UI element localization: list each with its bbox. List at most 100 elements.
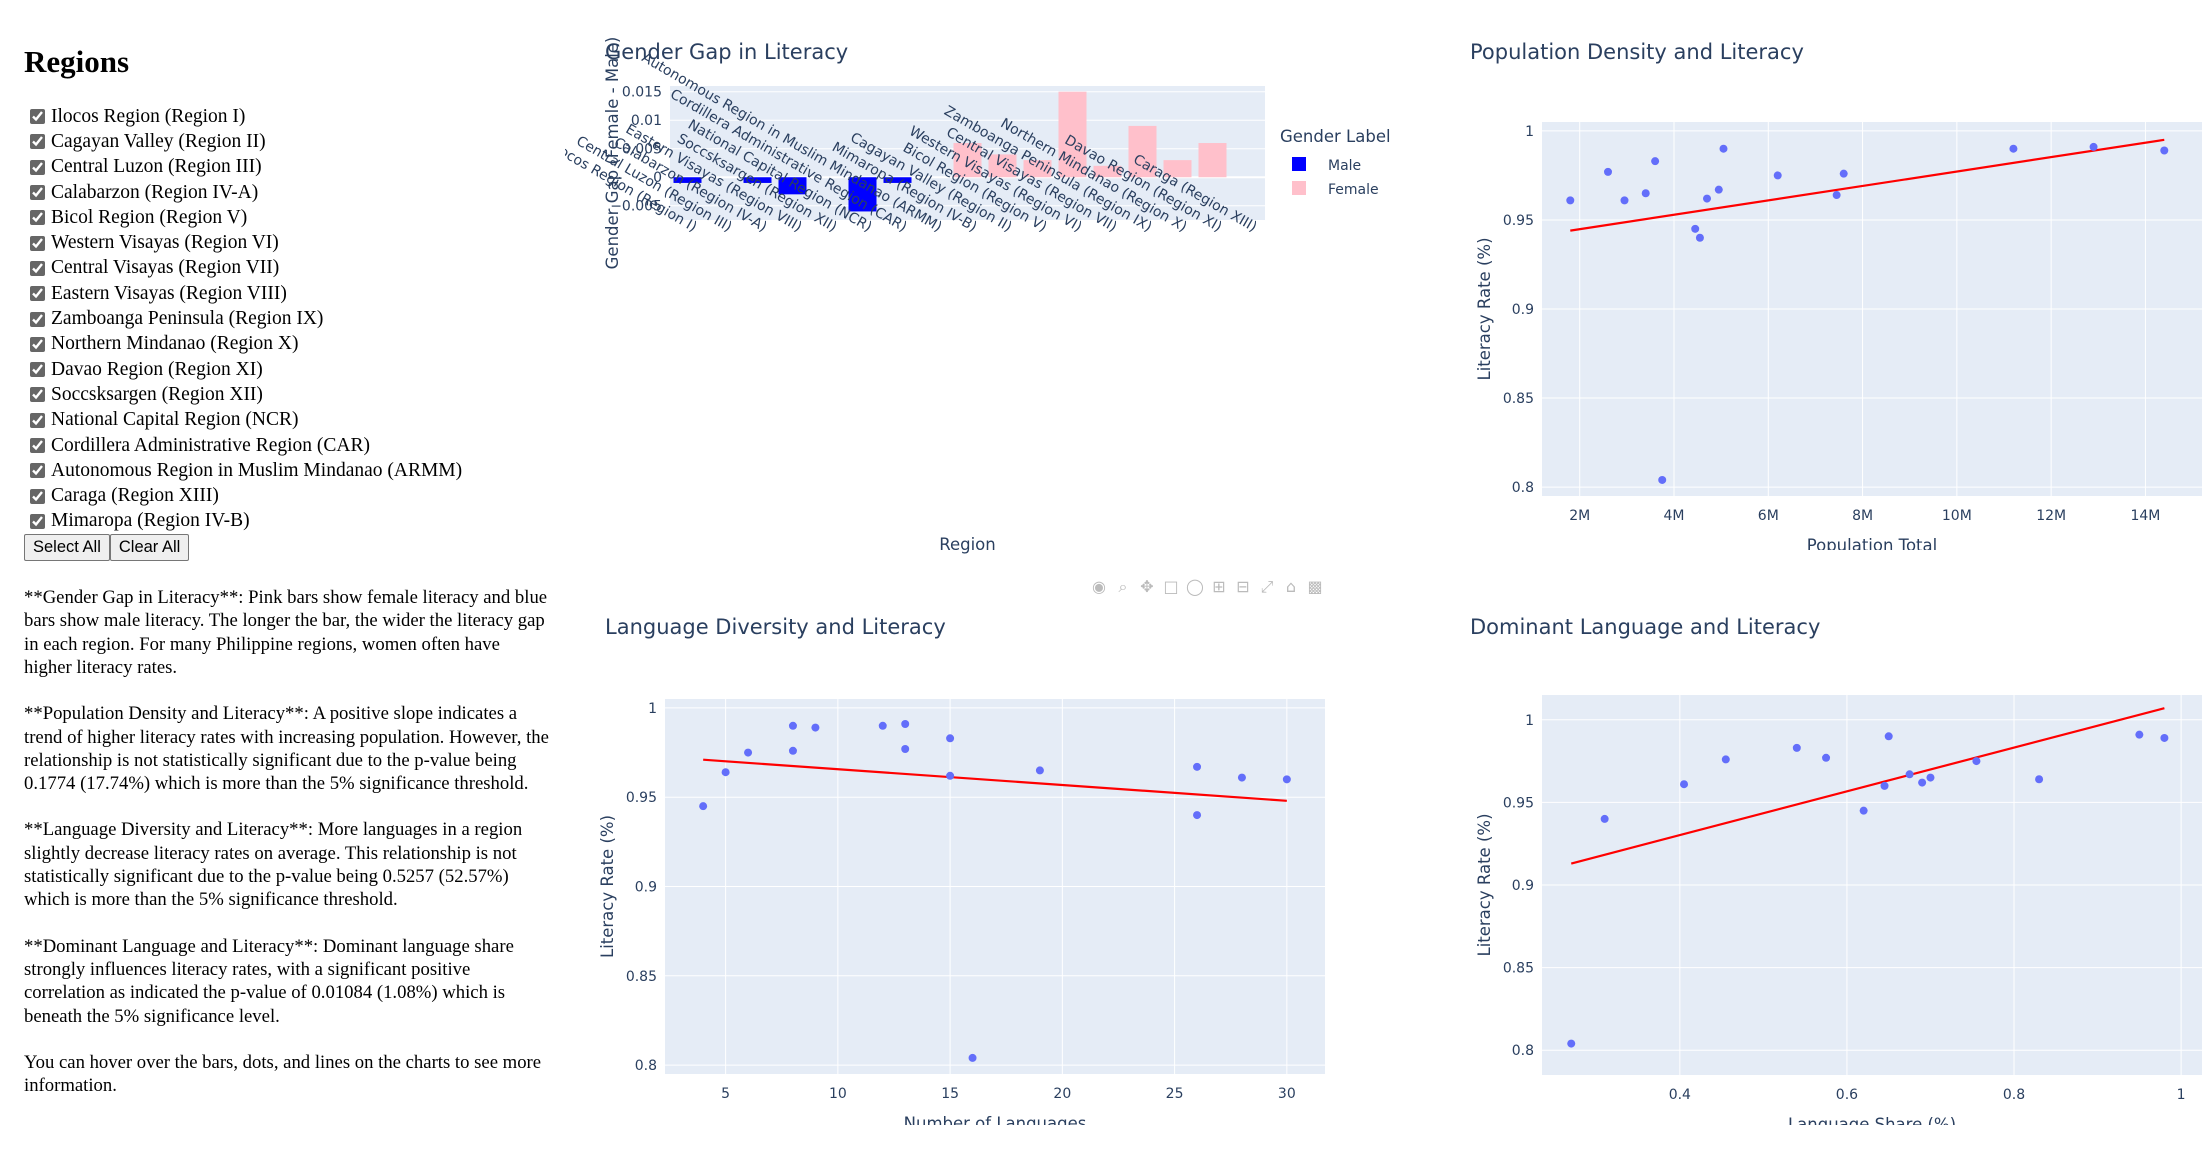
scatter-point	[1905, 770, 1914, 779]
dominant-language-description: **Dominant Language and Literacy**: Domi…	[24, 935, 514, 1027]
autoscale-icon[interactable]: ⤢	[1260, 577, 1274, 596]
zoom-icon[interactable]: ⌕	[1118, 577, 1128, 596]
scatter-point	[1773, 171, 1782, 180]
region-option[interactable]: Bicol Region (Region V)	[24, 205, 544, 230]
zoom-out-icon[interactable]: ⊟	[1236, 577, 1250, 596]
region-option[interactable]: National Capital Region (NCR)	[24, 408, 544, 433]
region-option[interactable]: Western Visayas (Region VI)	[24, 230, 544, 255]
region-checkbox[interactable]	[30, 210, 45, 226]
region-checkbox[interactable]	[30, 362, 45, 378]
region-checkbox[interactable]	[30, 311, 45, 327]
x-axis-label: Language Share (%)	[1788, 1115, 1956, 1125]
region-checkbox[interactable]	[30, 463, 45, 479]
gender-gap-bar	[1163, 160, 1192, 178]
lasso-icon[interactable]: ◯	[1186, 577, 1204, 596]
region-checkbox[interactable]	[30, 235, 45, 251]
legend-label-female: Female	[1328, 182, 1379, 198]
legend-swatch-male	[1292, 157, 1306, 171]
scatter-point	[946, 771, 955, 780]
region-option[interactable]: Central Visayas (Region VII)	[24, 256, 544, 281]
region-option[interactable]: Central Luzon (Region III)	[24, 155, 544, 180]
scatter-point	[1714, 185, 1723, 194]
box-select-icon[interactable]: □	[1163, 577, 1179, 596]
x-tick-label: 10M	[1942, 508, 1972, 524]
gender-gap-bar	[1093, 165, 1122, 178]
y-tick-label: 0.8	[1512, 1043, 1534, 1059]
region-checkbox[interactable]	[30, 109, 45, 125]
zoom-in-icon[interactable]: ⊞	[1212, 577, 1226, 596]
scatter-point	[788, 721, 797, 730]
region-checkbox[interactable]	[30, 260, 45, 276]
x-axis-label: Number of Languages	[904, 1114, 1087, 1125]
y-tick-label: 1	[1525, 713, 1534, 729]
y-tick-label: 1	[1525, 124, 1534, 140]
scatter-point	[1641, 189, 1650, 198]
x-tick-label: 5	[721, 1086, 730, 1102]
scatter-point	[1566, 196, 1575, 205]
region-option[interactable]: Cagayan Valley (Region II)	[24, 129, 544, 154]
hover-hint: You can hover over the bars, dots, and l…	[24, 1051, 542, 1097]
x-axis-label: Region	[939, 535, 996, 554]
region-option[interactable]: Cordillera Administrative Region (CAR)	[24, 433, 544, 458]
region-checkbox[interactable]	[30, 513, 45, 529]
y-tick-label: 0.95	[1503, 795, 1534, 811]
scatter-point	[1832, 191, 1841, 200]
gender-gap-bar	[1058, 91, 1087, 178]
region-label: Western Visayas (Region VI)	[51, 232, 279, 254]
home-icon[interactable]: ⌂	[1285, 577, 1297, 596]
plotly-logo-icon[interactable]: ▩	[1307, 577, 1323, 596]
region-checkbox[interactable]	[30, 336, 45, 352]
region-checkbox[interactable]	[30, 387, 45, 403]
region-option[interactable]: Northern Mindanao (Region X)	[24, 332, 544, 357]
region-option[interactable]: Davao Region (Region XI)	[24, 357, 544, 382]
x-tick-label: 10	[829, 1086, 847, 1102]
region-option[interactable]: Calabarzon (Region IV-A)	[24, 180, 544, 205]
x-tick-label: 0.4	[1669, 1087, 1691, 1103]
scatter-point	[788, 746, 797, 755]
scatter-point	[699, 802, 708, 811]
scatter-point	[946, 734, 955, 743]
population-description: **Population Density and Literacy**: A p…	[24, 703, 549, 795]
region-option[interactable]: Soccsksargen (Region XII)	[24, 382, 544, 407]
region-label: Eastern Visayas (Region VIII)	[51, 282, 287, 304]
scatter-point	[1719, 144, 1728, 153]
region-option[interactable]: Eastern Visayas (Region VIII)	[24, 281, 544, 306]
region-label: Mimaropa (Region IV-B)	[51, 510, 250, 532]
region-option[interactable]: Ilocos Region (Region I)	[24, 104, 544, 129]
y-tick-label: 0.85	[1503, 391, 1534, 407]
scatter-point	[1918, 778, 1927, 787]
y-tick-label: 0.01	[631, 113, 662, 129]
region-checkbox[interactable]	[30, 286, 45, 302]
region-option[interactable]: Zamboanga Peninsula (Region IX)	[24, 306, 544, 331]
region-checkbox[interactable]	[30, 438, 45, 453]
x-tick-label: 4M	[1664, 508, 1685, 524]
scatter-point	[1839, 169, 1848, 178]
regions-sidebar: Regions Ilocos Region (Region I) Cagayan …	[24, 44, 549, 1120]
legend-title: Gender Label	[1280, 127, 1391, 146]
regions-heading: Regions	[24, 44, 130, 79]
scatter-point	[2135, 730, 2144, 739]
scatter-point	[901, 720, 910, 728]
region-checkbox[interactable]	[30, 159, 45, 175]
chart-descriptions: **Gender Gap in Literacy**: Pink bars sh…	[24, 586, 549, 1097]
region-option[interactable]: Caraga (Region XIII)	[24, 483, 544, 508]
region-checkbox[interactable]	[30, 412, 45, 428]
region-label: Central Visayas (Region VII)	[51, 257, 280, 279]
scatter-point	[1237, 773, 1246, 782]
scatter-point	[968, 1053, 977, 1062]
scatter-point	[1620, 196, 1629, 205]
select-all-button[interactable]: Select All	[24, 534, 110, 562]
chart-title: Gender Gap in Literacy	[605, 40, 848, 64]
clear-all-button[interactable]: Clear All	[109, 534, 190, 562]
region-option[interactable]: Mimaropa (Region IV-B)	[24, 509, 544, 534]
region-checkbox[interactable]	[30, 488, 45, 504]
region-checkbox[interactable]	[30, 185, 45, 201]
region-option[interactable]: Autonomous Region in Muslim Mindanao (AR…	[24, 458, 544, 483]
pan-icon[interactable]: ✥	[1140, 577, 1154, 596]
camera-icon[interactable]: ◉	[1092, 577, 1106, 596]
region-checkbox[interactable]	[30, 134, 45, 150]
y-tick-label: 0.8	[635, 1058, 657, 1074]
x-tick-label: 6M	[1758, 508, 1779, 524]
x-tick-label: 8M	[1852, 508, 1873, 524]
x-tick-label: 0.8	[2003, 1087, 2025, 1103]
